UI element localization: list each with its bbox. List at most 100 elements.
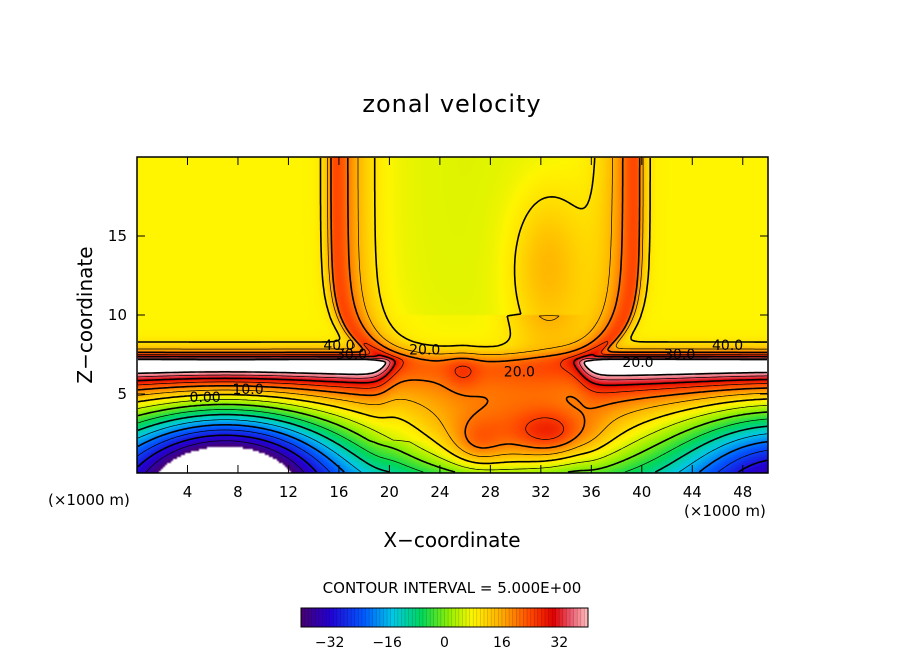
contour-line bbox=[137, 429, 768, 473]
x-tick-label: 36 bbox=[582, 483, 601, 501]
colorbar-segment bbox=[358, 608, 363, 627]
colorbar-segment bbox=[455, 608, 460, 627]
colorbar-segment bbox=[559, 608, 564, 627]
colorbar-segment bbox=[394, 608, 399, 627]
contour-line bbox=[137, 399, 768, 471]
colorbar-segment bbox=[361, 608, 366, 627]
contour-line bbox=[137, 424, 768, 473]
colorbar-segment bbox=[318, 608, 323, 627]
contour-line bbox=[138, 358, 767, 377]
colorbar-segment bbox=[333, 608, 338, 627]
colorbar-segment bbox=[451, 608, 456, 627]
y-tick-label: 5 bbox=[117, 385, 127, 403]
colorbar-segment bbox=[573, 608, 578, 627]
colorbar-tick-label: 32 bbox=[550, 635, 568, 651]
y-axis-ticks: 5 10 15 bbox=[108, 227, 768, 403]
colorbar-segment bbox=[369, 608, 374, 627]
colorbar-segment bbox=[534, 608, 539, 627]
colorbar-segment bbox=[469, 608, 474, 627]
colorbar-segment bbox=[347, 608, 352, 627]
x-tick-label: 4 bbox=[183, 483, 193, 501]
x-tick-label: 40 bbox=[632, 483, 651, 501]
colorbar-segment bbox=[570, 608, 575, 627]
colorbar-segment bbox=[494, 608, 499, 627]
contour-line bbox=[137, 419, 768, 473]
colorbar-segment bbox=[383, 608, 388, 627]
contour-line bbox=[137, 434, 768, 473]
colorbar-frame bbox=[300, 607, 589, 628]
colorbar-segment bbox=[419, 608, 424, 627]
contour-label: 30.0 bbox=[336, 347, 367, 363]
colorbar-segment bbox=[426, 608, 431, 627]
y-tick-label: 15 bbox=[108, 227, 127, 245]
colorbar-segment bbox=[562, 608, 567, 627]
x-unit-right: (×1000 m) bbox=[684, 502, 766, 520]
x-axis-ticks: 4 8 12 16 20 24 28 32 36 40 44 48 bbox=[183, 157, 752, 501]
colorbar-segment bbox=[329, 608, 334, 627]
colorbar-segment bbox=[415, 608, 420, 627]
colorbar-segment bbox=[516, 608, 521, 627]
x-unit-left: (×1000 m) bbox=[48, 491, 130, 509]
colorbar-segment bbox=[584, 608, 589, 627]
x-tick-label: 12 bbox=[279, 483, 298, 501]
contour-label: 40.0 bbox=[323, 338, 354, 354]
colorbar-segment bbox=[548, 608, 553, 627]
colorbar-segment bbox=[372, 608, 377, 627]
colorbar-segment bbox=[448, 608, 453, 627]
contour-line bbox=[137, 409, 768, 473]
x-tick-label: 32 bbox=[531, 483, 550, 501]
contour-line bbox=[137, 413, 768, 473]
contour-label: 10.0 bbox=[232, 382, 263, 398]
colorbar-ticks: −32 −16 0 16 32 bbox=[315, 635, 568, 651]
colorbar-segment bbox=[376, 608, 381, 627]
y-axis-label: Z−coordinate bbox=[73, 246, 97, 383]
colorbar-segment bbox=[405, 608, 410, 627]
colorbar-segment bbox=[476, 608, 481, 627]
colorbar-segment bbox=[387, 608, 392, 627]
colorbar-segment bbox=[580, 608, 585, 627]
colorbar-segment bbox=[577, 608, 582, 627]
colorbar-segment bbox=[530, 608, 535, 627]
colorbar-segment bbox=[552, 608, 557, 627]
colorbar-segment bbox=[311, 608, 316, 627]
chart-title: zonal velocity bbox=[362, 90, 541, 118]
colorbar-segment bbox=[541, 608, 546, 627]
colorbar-segment bbox=[491, 608, 496, 627]
colorbar-segment bbox=[440, 608, 445, 627]
colorbar-tick-label: −32 bbox=[315, 635, 345, 651]
colorbar-segment bbox=[544, 608, 549, 627]
colorbar-segment bbox=[379, 608, 384, 627]
contour-label: 20.0 bbox=[504, 365, 535, 381]
x-tick-label: 20 bbox=[380, 483, 399, 501]
colorbar-segment bbox=[336, 608, 341, 627]
contour-line bbox=[137, 403, 768, 473]
x-tick-label: 24 bbox=[430, 483, 449, 501]
colorbar-segment bbox=[462, 608, 467, 627]
contour-label: 40.0 bbox=[712, 338, 743, 354]
contour-label: 30.0 bbox=[664, 347, 695, 363]
colorbar-segment bbox=[401, 608, 406, 627]
contour-line bbox=[137, 158, 768, 457]
colorbar-segment bbox=[315, 608, 320, 627]
contour-label: 0.00 bbox=[190, 390, 221, 406]
contour-line bbox=[137, 157, 768, 465]
contour-interval-note: CONTOUR INTERVAL = 5.000E+00 bbox=[323, 579, 582, 597]
colorbar-segment bbox=[537, 608, 542, 627]
colorbar-segment bbox=[501, 608, 506, 627]
colorbar-tick-label: −16 bbox=[372, 635, 402, 651]
colorbar-segment bbox=[322, 608, 327, 627]
colorbar-segment bbox=[430, 608, 435, 627]
colorbar-segment bbox=[340, 608, 345, 627]
colorbar-segment bbox=[344, 608, 349, 627]
colorbar-segment bbox=[566, 608, 571, 627]
colorbar-segment bbox=[505, 608, 510, 627]
contour-line bbox=[137, 353, 768, 387]
colorbar-segment bbox=[519, 608, 524, 627]
colorbar-segment bbox=[390, 608, 395, 627]
contour-label: 20.0 bbox=[622, 355, 653, 371]
colorbar bbox=[300, 607, 589, 628]
colorbar-segment bbox=[555, 608, 560, 627]
